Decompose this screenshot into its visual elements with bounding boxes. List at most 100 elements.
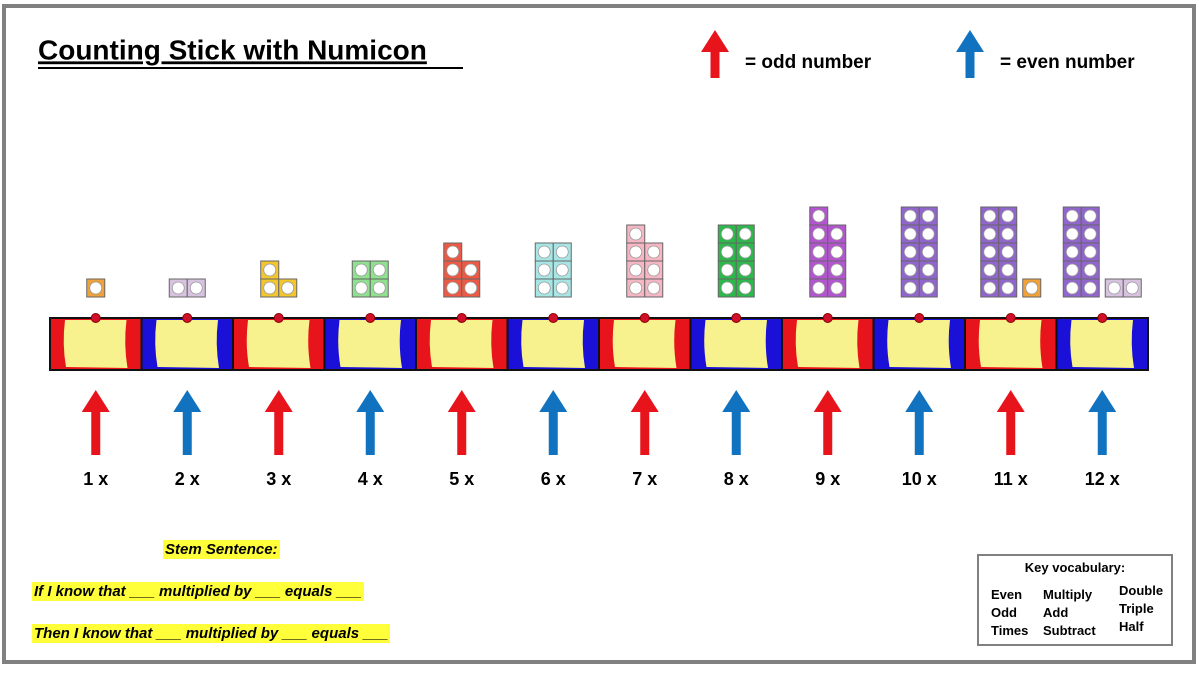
numicon-hole <box>830 281 844 295</box>
numicon <box>443 242 481 298</box>
numicon-hole <box>921 245 935 259</box>
numicon-hole <box>903 209 917 223</box>
legend-arrow <box>956 30 984 78</box>
numicon-hole <box>903 281 917 295</box>
numicon-hole <box>720 281 734 295</box>
numicon-hole <box>189 281 203 295</box>
multiple-label: 9 x <box>815 469 840 489</box>
stem-heading: Stem Sentence: <box>163 540 280 559</box>
sticky-note <box>795 320 860 368</box>
arrow <box>81 390 110 455</box>
multiple-label: 7 x <box>632 469 657 489</box>
numicon-hole <box>555 281 569 295</box>
sticky-note <box>704 320 768 368</box>
sticky-note <box>429 320 494 368</box>
numicon-hole <box>720 227 734 241</box>
multiple-label: 4 x <box>358 469 383 489</box>
stem-line: If I know that ___ multiplied by ___ equ… <box>32 582 364 601</box>
numicon-hole <box>738 227 752 241</box>
numicon <box>717 224 755 298</box>
numicon-hole <box>647 263 661 277</box>
numicon-hole <box>1001 245 1015 259</box>
arrow <box>539 390 568 455</box>
numicon-hole <box>629 227 643 241</box>
vocabulary-word: Odd <box>991 605 1017 620</box>
numicon-hole <box>983 281 997 295</box>
numicon-hole <box>812 245 826 259</box>
numicon-hole <box>738 281 752 295</box>
legend-label: = even number <box>1000 52 1135 73</box>
numicon-hole <box>171 281 185 295</box>
sticky-note <box>1070 320 1134 368</box>
arrow <box>630 390 659 455</box>
sticky-note <box>978 320 1043 368</box>
pin <box>365 313 376 323</box>
numicon-hole <box>354 281 368 295</box>
multiple-label: 10 x <box>902 469 937 489</box>
numicon-hole <box>903 263 917 277</box>
numicon <box>1062 206 1100 298</box>
multiple-label: 3 x <box>266 469 291 489</box>
numicon-hole <box>464 263 478 277</box>
numicon-hole <box>830 263 844 277</box>
pin <box>90 313 101 323</box>
vocabulary-word: Triple <box>1119 601 1154 616</box>
numicon-hole <box>1083 227 1097 241</box>
numicon-hole <box>903 245 917 259</box>
multiple-label: 8 x <box>724 469 749 489</box>
numicon-hole <box>1065 263 1079 277</box>
numicon-hole <box>464 281 478 295</box>
numicon-hole <box>1065 281 1079 295</box>
numicon-hole <box>1065 209 1079 223</box>
pin <box>456 313 467 323</box>
numicon <box>900 206 938 298</box>
multiple-label: 5 x <box>449 469 474 489</box>
numicon-hole <box>1001 227 1015 241</box>
numicon-hole <box>537 281 551 295</box>
vocabulary-word: Add <box>1043 605 1069 620</box>
multiple-label: 11 x <box>994 469 1028 489</box>
numicon-hole <box>629 281 643 295</box>
vocabulary-column: Multiply Add Subtract <box>1043 586 1096 640</box>
vocabulary-heading: Key vocabulary: <box>1024 560 1126 575</box>
stem-line: Then I know that ___ multiplied by ___ e… <box>32 624 391 643</box>
vocabulary-word: Subtract <box>1043 623 1096 638</box>
numicon-hole <box>263 263 277 277</box>
sticky-note <box>246 320 311 368</box>
arrow <box>722 390 751 455</box>
numicon-hole <box>647 281 661 295</box>
numicon-hole <box>263 281 277 295</box>
numicon <box>1104 278 1142 298</box>
numicon <box>168 278 206 298</box>
vocabulary-word: Even <box>991 587 1023 602</box>
vocabulary-word: Double <box>1119 583 1164 598</box>
arrow <box>996 390 1025 455</box>
numicon-hole <box>555 245 569 259</box>
numicon-hole <box>354 263 368 277</box>
numicon <box>809 206 847 298</box>
numicon-hole <box>1083 245 1097 259</box>
vocabulary-word: Times <box>991 623 1029 638</box>
numicon-hole <box>812 227 826 241</box>
sticky-note <box>887 320 951 368</box>
numicon-hole <box>812 263 826 277</box>
numicon <box>1022 278 1042 298</box>
numicon-hole <box>1125 281 1139 295</box>
title: Counting Stick with Numicon <box>38 34 427 65</box>
numicon <box>260 260 298 298</box>
numicon-hole <box>983 263 997 277</box>
numicon-hole <box>903 227 917 241</box>
numicon-hole <box>921 209 935 223</box>
pin <box>731 313 742 323</box>
pin <box>1005 313 1016 323</box>
numicon-hole <box>812 281 826 295</box>
numicon <box>86 278 106 298</box>
numicon-hole <box>983 227 997 241</box>
numicon-hole <box>738 263 752 277</box>
numicon-hole <box>372 281 386 295</box>
numicon-hole <box>812 209 826 223</box>
pin <box>1097 313 1108 323</box>
sticky-note <box>521 320 585 368</box>
